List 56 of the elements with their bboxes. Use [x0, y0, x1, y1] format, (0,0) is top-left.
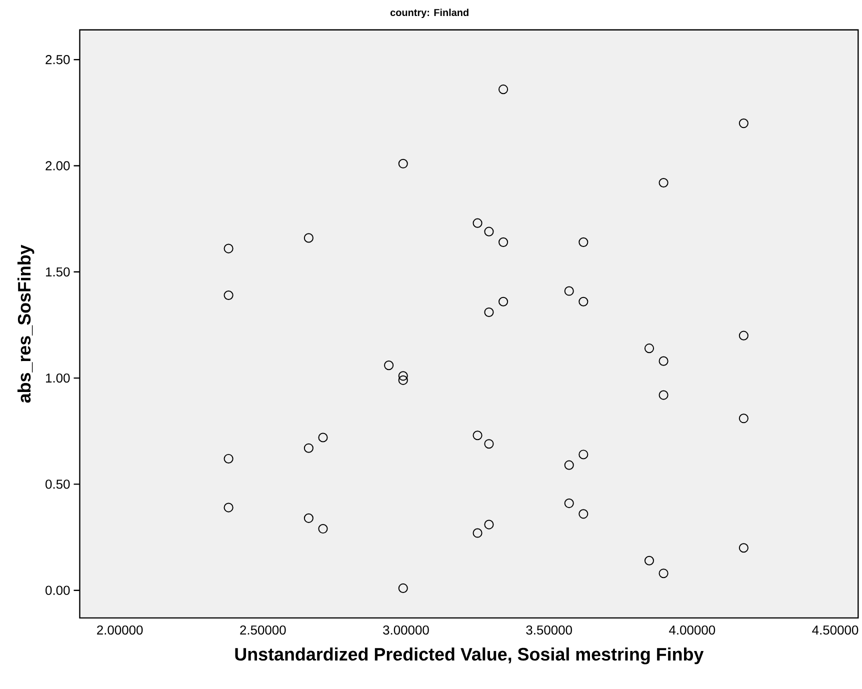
y-tick-label: 0.00	[46, 586, 70, 596]
point	[498, 296, 508, 307]
x-tick-label: 4.50000	[812, 626, 858, 635]
point	[398, 371, 408, 381]
point	[564, 498, 574, 508]
point	[484, 520, 494, 530]
y-tick-label: 2.00	[46, 161, 70, 170]
x-tick-label: 2.50000	[240, 626, 286, 635]
point	[658, 568, 668, 578]
point	[472, 218, 482, 228]
point	[738, 414, 748, 424]
point	[658, 356, 668, 366]
x-axis-title: Unstandardized Predicted Value, Sosial mestring Finby	[235, 648, 704, 664]
y-tick-label: 2.50	[46, 55, 70, 64]
point	[398, 376, 408, 386]
y-tick-label: 1.00	[46, 374, 70, 383]
point	[224, 290, 234, 300]
point	[484, 308, 494, 318]
point	[578, 296, 588, 307]
point	[224, 244, 234, 254]
point	[738, 330, 748, 341]
point	[578, 509, 588, 519]
point	[658, 390, 668, 400]
point	[398, 584, 408, 594]
point	[564, 286, 574, 296]
point	[384, 360, 394, 370]
point	[304, 443, 314, 454]
point	[498, 84, 508, 94]
point	[738, 118, 748, 128]
point	[472, 528, 482, 538]
point	[564, 460, 574, 470]
point	[658, 178, 668, 188]
x-tick-label: 3.50000	[526, 626, 572, 635]
y-tick-label: 0.50	[46, 480, 70, 489]
point	[472, 430, 482, 440]
point	[398, 158, 408, 169]
point	[644, 556, 654, 566]
point	[498, 238, 508, 248]
point	[318, 432, 328, 442]
point	[304, 514, 314, 524]
point	[304, 233, 314, 243]
point	[738, 543, 748, 553]
point	[578, 238, 588, 248]
point	[484, 439, 494, 449]
chart-title: country: Finland	[390, 8, 468, 18]
point	[224, 502, 234, 512]
x-tick-label: 2.00000	[97, 626, 143, 635]
point	[484, 226, 494, 236]
y-tick-label: 1.50	[46, 267, 70, 277]
x-tick-label: 4.00000	[669, 626, 716, 635]
point	[578, 450, 588, 460]
y-axis-title: abs_res_SosFinby	[17, 244, 34, 403]
point	[318, 524, 328, 534]
x-tick-label: 3.00000	[383, 626, 429, 635]
point	[644, 344, 654, 354]
point	[224, 454, 234, 464]
